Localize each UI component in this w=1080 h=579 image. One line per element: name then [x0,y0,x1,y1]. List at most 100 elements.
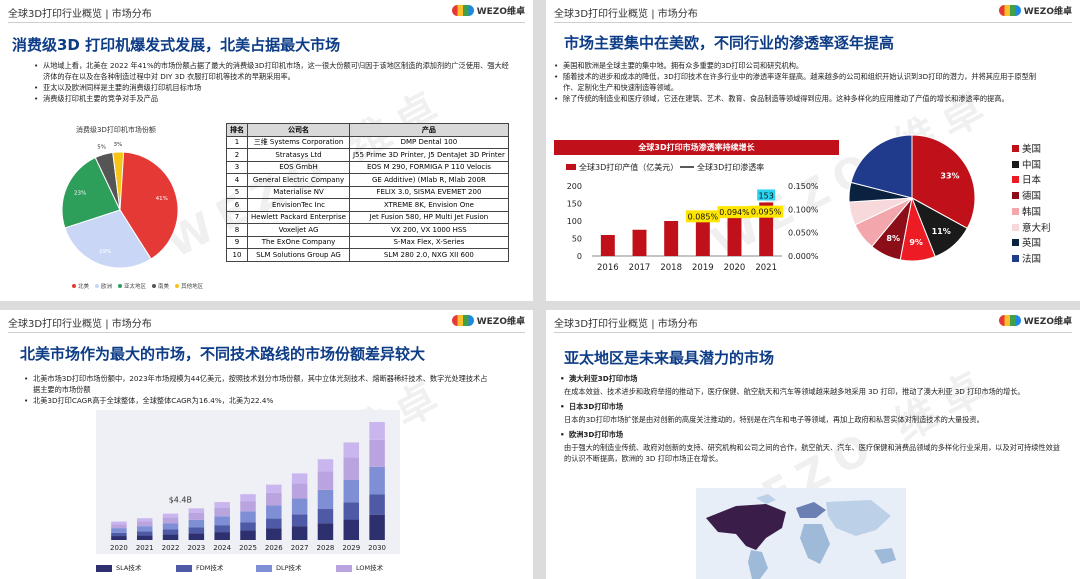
bar-segment [266,505,282,519]
bullet: 美国和欧洲是全球主要的集中地。拥有众多重要的3D打印公司和研究机构。 [552,60,1042,71]
brand-logo: WEZO维卓 [451,314,525,327]
slide-2[interactable]: 全球3D打印行业概览 | 市场分布 WEZO维卓 WEZO 维卓 市场主要集中在… [546,0,1080,301]
region-text: 日本的3D打印市场扩张是由对创新的高度关注推动的，特别是在汽车和电子等领域，再加… [564,415,984,424]
bar-segment [162,517,179,524]
bullet-list: 从地域上看，北美在 2022 年41%的市场份额占据了最大的消费级3D打印机市场… [32,60,512,104]
slide-title: 亚太地区是未来最具潜力的市场 [564,349,775,367]
competitor-table: 排名 公司名 产品 1 三维 Systems Corporation DMP Den… [226,123,509,262]
bullet: 北美3D打印CAGR高于全球整体，全球整体CAGR为16.4%，北美为22.4% [22,395,492,406]
bar-segment [136,518,153,522]
y-tick-label: 200 [567,182,582,191]
table-cell: J55 Prime 3D Printer, J5 DentaJet 3D Pri… [348,148,509,162]
legend-item: SLA技术 [96,562,176,572]
slide-4[interactable]: 全球3D打印行业概览 | 市场分布 WEZO维卓 WEZO 维卓 亚太地区是未来… [546,310,1080,579]
table-cell: 7 [226,210,248,224]
legend-label: 南美 [158,284,170,290]
bar-segment [343,502,360,520]
region-text: 在成本效益、技术进步和政府举措的推动下，医疗保健、航空航天和汽车等领域越来越多地… [564,387,1025,396]
legend-label: 韩国 [1022,206,1042,218]
table-row: 8 Voxeljet AG VX 200, VX 1000 HSS [226,223,509,237]
legend-label: FDM技术 [196,564,224,572]
pie-slice [112,151,125,211]
bar-segment [240,530,256,540]
table-row: 2 Stratasys Ltd J55 Prime 3D Printer, J5 D… [226,148,509,162]
x-tick-label: 2022 [162,544,180,552]
x-tick-label: 2025 [239,544,257,552]
legend-item: LOM技术 [336,562,416,572]
table-cell: 1 [226,135,248,149]
y2-tick-label: 0.050% [788,229,819,238]
bar-segment [266,518,282,529]
x-tick-label: 2024 [213,544,231,552]
bar-segment [111,528,127,533]
bar-segment [291,498,308,515]
column-header: 排名 [226,123,248,137]
slide-header: 全球3D打印行业概览 | 市场分布 [554,9,698,20]
logo-icon [998,315,1021,326]
slide-title: 消费级3D 打印机爆发式发展，北美占据最大市场 [12,36,341,54]
y2-tick-label: 0.100% [788,205,819,214]
bullet: 随着技术的进步和成本的降低，3D打印技术在许多行业中的渗透率逐年提高。越来越多的… [552,71,1042,93]
table-row: 3 EOS GmbH EOS M 290, FORMIGA P 110 Veloci… [226,160,509,174]
legend-label: 全球3D打印产值（亿美元） [579,162,678,172]
x-tick-label: 2019 [692,263,714,273]
table-cell: Hewlett Packard Enterprise [247,210,350,224]
x-tick-label: 2021 [755,263,777,273]
bar-segment [317,523,334,540]
x-tick-label: 2028 [317,544,335,552]
legend-item: 法国 [1012,252,1051,268]
legend-item: 中国 [1012,158,1051,174]
table-cell: 3 [226,160,248,174]
data-label-bg [749,205,784,218]
bar-segment [240,511,256,523]
table-cell: DMP Dental 100 [348,135,509,149]
bar-segment [240,494,256,502]
tech-stacked-bar-chart: 2020 2021 2022 2023 $4.4B 2024 2025 2026 2027 202… [96,410,400,554]
bar-segment [136,521,153,527]
slide-header: 全球3D打印行业概览 | 市场分布 [8,319,152,330]
bar-segment [291,526,308,540]
bullet: 消费级打印机主要的竞争对手及产品 [32,93,512,104]
slide-1[interactable]: 全球3D打印行业概览 | 市场分布 WEZO维卓 WEZO 维卓 消费级3D 打… [0,0,533,301]
pie-slice [64,209,152,269]
bullet-list: 美国和欧洲是全球主要的集中地。拥有众多重要的3D打印公司和研究机构。 随着技术的… [552,60,1042,104]
table-cell: SLM Solutions Group AG [247,248,350,262]
bar [600,235,615,256]
table-cell: Materialise NV [247,185,350,199]
pie-slice-label: 5% [97,145,106,151]
column-header: 公司名 [247,123,350,137]
bar-segment [343,442,360,458]
pie-legend: 美国 中国 日本 德国 韩国 意大利 英国 法国 [1012,142,1051,268]
table-cell: Voxeljet AG [247,223,350,237]
table-cell: The ExOne Company [247,235,350,249]
header-divider [8,22,525,23]
legend-label: 北美 [78,284,90,290]
annotation: $4.4B [169,495,192,504]
table-row: 6 EnvisionTec Inc XTREME 8K, Envision One [226,198,509,212]
x-tick-label: 2020 [110,544,128,552]
bar-segment [136,531,153,536]
slide-3[interactable]: 全球3D打印行业概览 | 市场分布 WEZO维卓 WEZO 维卓 北美市场作为最… [0,310,533,579]
legend-label: 美国 [1022,144,1042,155]
table-cell: 10 [226,248,248,262]
bar-segment [162,534,179,540]
bar-segment [343,519,360,540]
bar [664,221,679,256]
bar-segment [317,509,334,524]
bar-segment [369,422,385,440]
pie-slice-label: 11% [932,227,951,236]
bar-segment [266,528,282,540]
x-tick-label: 2018 [660,263,682,273]
data-label-bg [717,206,752,219]
legend-label: 全球3D打印渗透率 [697,162,764,172]
table-row: 7 Hewlett Packard Enterprise Jet Fusion 58… [226,210,509,224]
bar-segment [188,519,205,528]
bullet: 除了传统的制造业和医疗领域，它还在建筑、艺术、教育、食品制造等领域得到应用。这种… [552,93,1042,104]
bar-segment [343,479,360,503]
legend-label: 亚太地区 [124,284,147,290]
bar-segment [369,514,385,540]
chart-banner: 全球3D打印市场渗透率持续增长 [554,140,839,155]
legend-item: 日本 [1012,173,1051,189]
y-tick-label: 150 [567,200,582,209]
bar-segment [111,536,127,540]
